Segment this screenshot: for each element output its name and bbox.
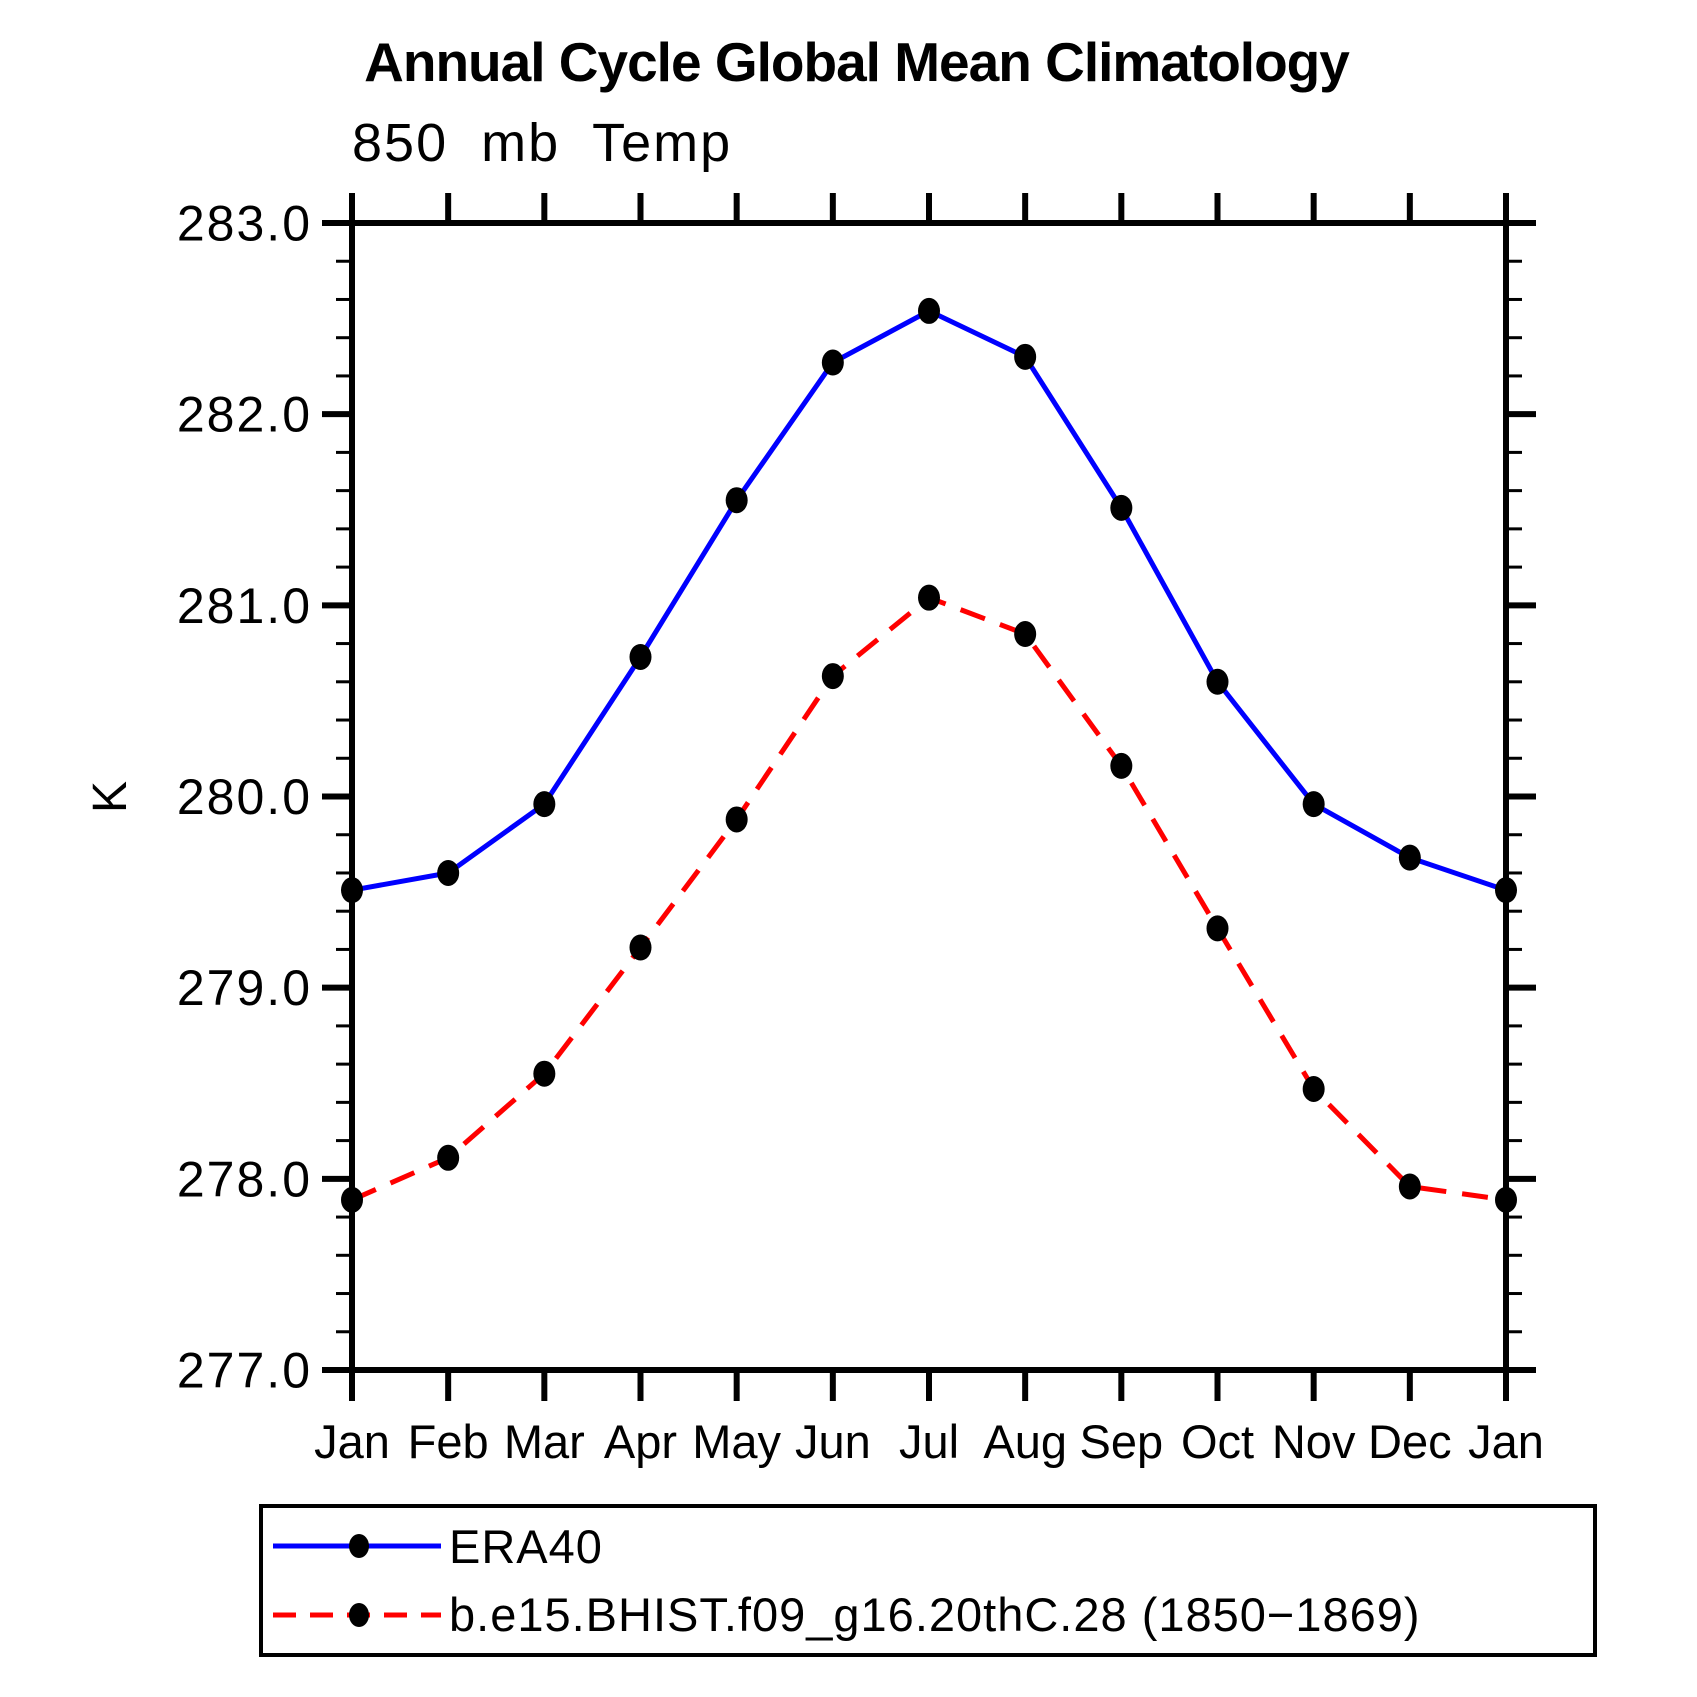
data-point-marker <box>1014 343 1037 370</box>
x-tick-label: Mar <box>504 1415 585 1468</box>
plot-frame <box>349 220 1509 1373</box>
chart-title: Annual Cycle Global Mean Climatology <box>364 31 1350 93</box>
x-tick-label: Sep <box>1080 1415 1164 1468</box>
data-point-marker <box>1495 877 1517 904</box>
data-point-marker <box>1110 752 1133 779</box>
legend-line-sample-model <box>273 1602 441 1627</box>
legend-sample-marker <box>349 1602 369 1627</box>
x-tick-label: Jun <box>795 1415 871 1468</box>
data-point-marker <box>918 584 940 611</box>
series-line-1 <box>350 594 1507 1203</box>
x-tick-label: Jan <box>314 1415 390 1468</box>
data-point-marker <box>533 1060 556 1087</box>
data-point-marker <box>629 934 652 961</box>
y-tick-label: 278.0 <box>177 1151 312 1207</box>
data-point-marker <box>533 791 556 818</box>
legend-entry-model: b.e15.BHIST.f09_g16.20thC.28 (1850−1869) <box>269 1587 1593 1642</box>
data-point-marker <box>1495 1186 1517 1213</box>
legend-label-model: b.e15.BHIST.f09_g16.20thC.28 (1850−1869) <box>449 1588 1421 1642</box>
legend: ERA40 b.e15.BHIST.f09_g16.20thC.28 (1850… <box>259 1504 1597 1657</box>
data-point-marker <box>1110 494 1133 521</box>
y-tick-label: 280.0 <box>177 769 312 825</box>
data-point-marker <box>1398 844 1421 871</box>
data-point-marker <box>1398 1173 1421 1200</box>
x-tick-label: Oct <box>1181 1415 1254 1468</box>
y-tick-label: 279.0 <box>177 960 312 1016</box>
data-point-marker <box>725 487 748 514</box>
data-point-marker <box>1302 1075 1325 1102</box>
y-tick-label: 281.0 <box>177 578 312 634</box>
data-point-marker <box>1302 791 1325 818</box>
x-tick-label: Jan <box>1468 1415 1544 1468</box>
data-point-marker <box>1014 621 1037 648</box>
data-point-marker <box>341 877 363 904</box>
y-tick-label: 277.0 <box>177 1343 312 1399</box>
y-tick-label: 283.0 <box>177 196 312 252</box>
data-point-marker <box>918 297 940 324</box>
x-tick-label: Aug <box>983 1415 1067 1468</box>
y-tick-label: 282.0 <box>177 387 312 443</box>
data-point-marker <box>1206 915 1229 942</box>
data-point-marker <box>1206 668 1229 695</box>
data-point-marker <box>341 1186 363 1213</box>
data-point-marker <box>821 349 844 376</box>
x-tick-label: Jul <box>899 1415 959 1468</box>
x-tick-label: Feb <box>408 1415 489 1468</box>
legend-entry-era40: ERA40 <box>269 1519 1593 1574</box>
data-point-marker <box>437 1144 460 1171</box>
legend-sample-marker <box>349 1534 369 1559</box>
data-point-marker <box>629 643 652 670</box>
x-tick-label: May <box>692 1415 781 1468</box>
data-point-marker <box>437 859 460 886</box>
x-tick-label: Apr <box>604 1415 677 1468</box>
data-point-marker <box>821 663 844 690</box>
legend-label-era40: ERA40 <box>449 1519 603 1573</box>
x-tick-label: Nov <box>1272 1415 1356 1468</box>
legend-line-sample-era40 <box>273 1534 441 1559</box>
chart-subtitle: 850 mb Temp <box>352 113 733 173</box>
data-point-marker <box>725 806 748 833</box>
x-tick-label: Dec <box>1368 1415 1452 1468</box>
